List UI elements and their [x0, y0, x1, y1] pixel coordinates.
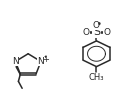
Text: O: O	[93, 21, 100, 30]
Text: O: O	[103, 28, 110, 37]
Text: N: N	[12, 57, 19, 66]
Text: O: O	[83, 28, 90, 37]
Text: CH₃: CH₃	[89, 73, 104, 82]
Text: S: S	[93, 27, 100, 38]
Text: N: N	[38, 57, 44, 66]
Text: +: +	[42, 55, 49, 64]
Text: •: •	[97, 20, 102, 29]
